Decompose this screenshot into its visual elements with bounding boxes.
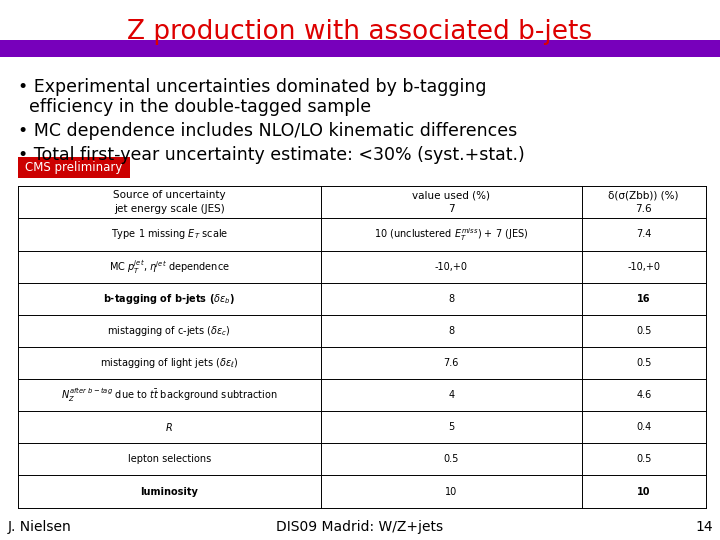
Text: • Experimental uncertainties dominated by b-tagging: • Experimental uncertainties dominated b…: [18, 78, 487, 96]
Text: 7.6: 7.6: [444, 358, 459, 368]
Text: 10 (unclustered $E_T^{miss}$) + 7 (JES): 10 (unclustered $E_T^{miss}$) + 7 (JES): [374, 226, 528, 243]
Text: -10,+0: -10,+0: [627, 261, 660, 272]
Text: 14: 14: [696, 519, 713, 534]
Text: mistagging of light jets ($\delta\varepsilon_\ell$): mistagging of light jets ($\delta\vareps…: [100, 356, 238, 370]
Text: 0.5: 0.5: [636, 358, 652, 368]
Text: mistagging of c-jets ($\delta\varepsilon_c$): mistagging of c-jets ($\delta\varepsilon…: [107, 324, 231, 338]
Text: Z production with associated b-jets: Z production with associated b-jets: [127, 19, 593, 45]
Text: 16: 16: [637, 294, 650, 304]
Text: • Total first-year uncertainty estimate: <30% (syst.+stat.): • Total first-year uncertainty estimate:…: [18, 146, 525, 164]
Text: 7.4: 7.4: [636, 230, 652, 240]
Text: 0.5: 0.5: [444, 454, 459, 464]
Text: 5: 5: [448, 422, 454, 433]
Text: $R$: $R$: [166, 421, 174, 433]
Text: 0.5: 0.5: [636, 454, 652, 464]
Text: 8: 8: [448, 326, 454, 336]
Text: • MC dependence includes NLO/LO kinematic differences: • MC dependence includes NLO/LO kinemati…: [18, 122, 517, 139]
Text: DIS09 Madrid: W/Z+jets: DIS09 Madrid: W/Z+jets: [276, 519, 444, 534]
Text: b-tagging of b-jets ($\delta\varepsilon_b$): b-tagging of b-jets ($\delta\varepsilon_…: [103, 292, 235, 306]
Text: efficiency in the double-tagged sample: efficiency in the double-tagged sample: [18, 98, 371, 116]
Text: Source of uncertainty: Source of uncertainty: [113, 190, 225, 200]
Text: -10,+0: -10,+0: [435, 261, 468, 272]
Text: MC $p_T^{jet}$, $\eta^{jet}$ dependence: MC $p_T^{jet}$, $\eta^{jet}$ dependence: [109, 258, 230, 275]
Text: CMS preliminary: CMS preliminary: [25, 161, 122, 174]
FancyBboxPatch shape: [18, 157, 130, 178]
Text: δ(σ(Zbb)) (%): δ(σ(Zbb)) (%): [608, 190, 679, 200]
Text: value used (%): value used (%): [412, 190, 490, 200]
Text: J. Nielsen: J. Nielsen: [7, 519, 71, 534]
Text: 7.6: 7.6: [636, 205, 652, 214]
Text: 0.4: 0.4: [636, 422, 652, 433]
Bar: [0, 40, 720, 57]
Text: Type 1 missing $E_T$ scale: Type 1 missing $E_T$ scale: [111, 227, 228, 241]
Text: luminosity: luminosity: [140, 487, 198, 497]
Text: 4.6: 4.6: [636, 390, 652, 400]
Text: 7: 7: [448, 205, 454, 214]
Text: 10: 10: [637, 487, 650, 497]
Text: jet energy scale (JES): jet energy scale (JES): [114, 205, 225, 214]
Text: 4: 4: [448, 390, 454, 400]
Text: 8: 8: [448, 294, 454, 304]
Text: $N_Z^{after\ b-tag}$ due to $t\bar{t}$ background subtraction: $N_Z^{after\ b-tag}$ due to $t\bar{t}$ b…: [61, 386, 277, 404]
Text: 0.5: 0.5: [636, 326, 652, 336]
Text: 10: 10: [445, 487, 457, 497]
Text: lepton selections: lepton selections: [127, 454, 211, 464]
